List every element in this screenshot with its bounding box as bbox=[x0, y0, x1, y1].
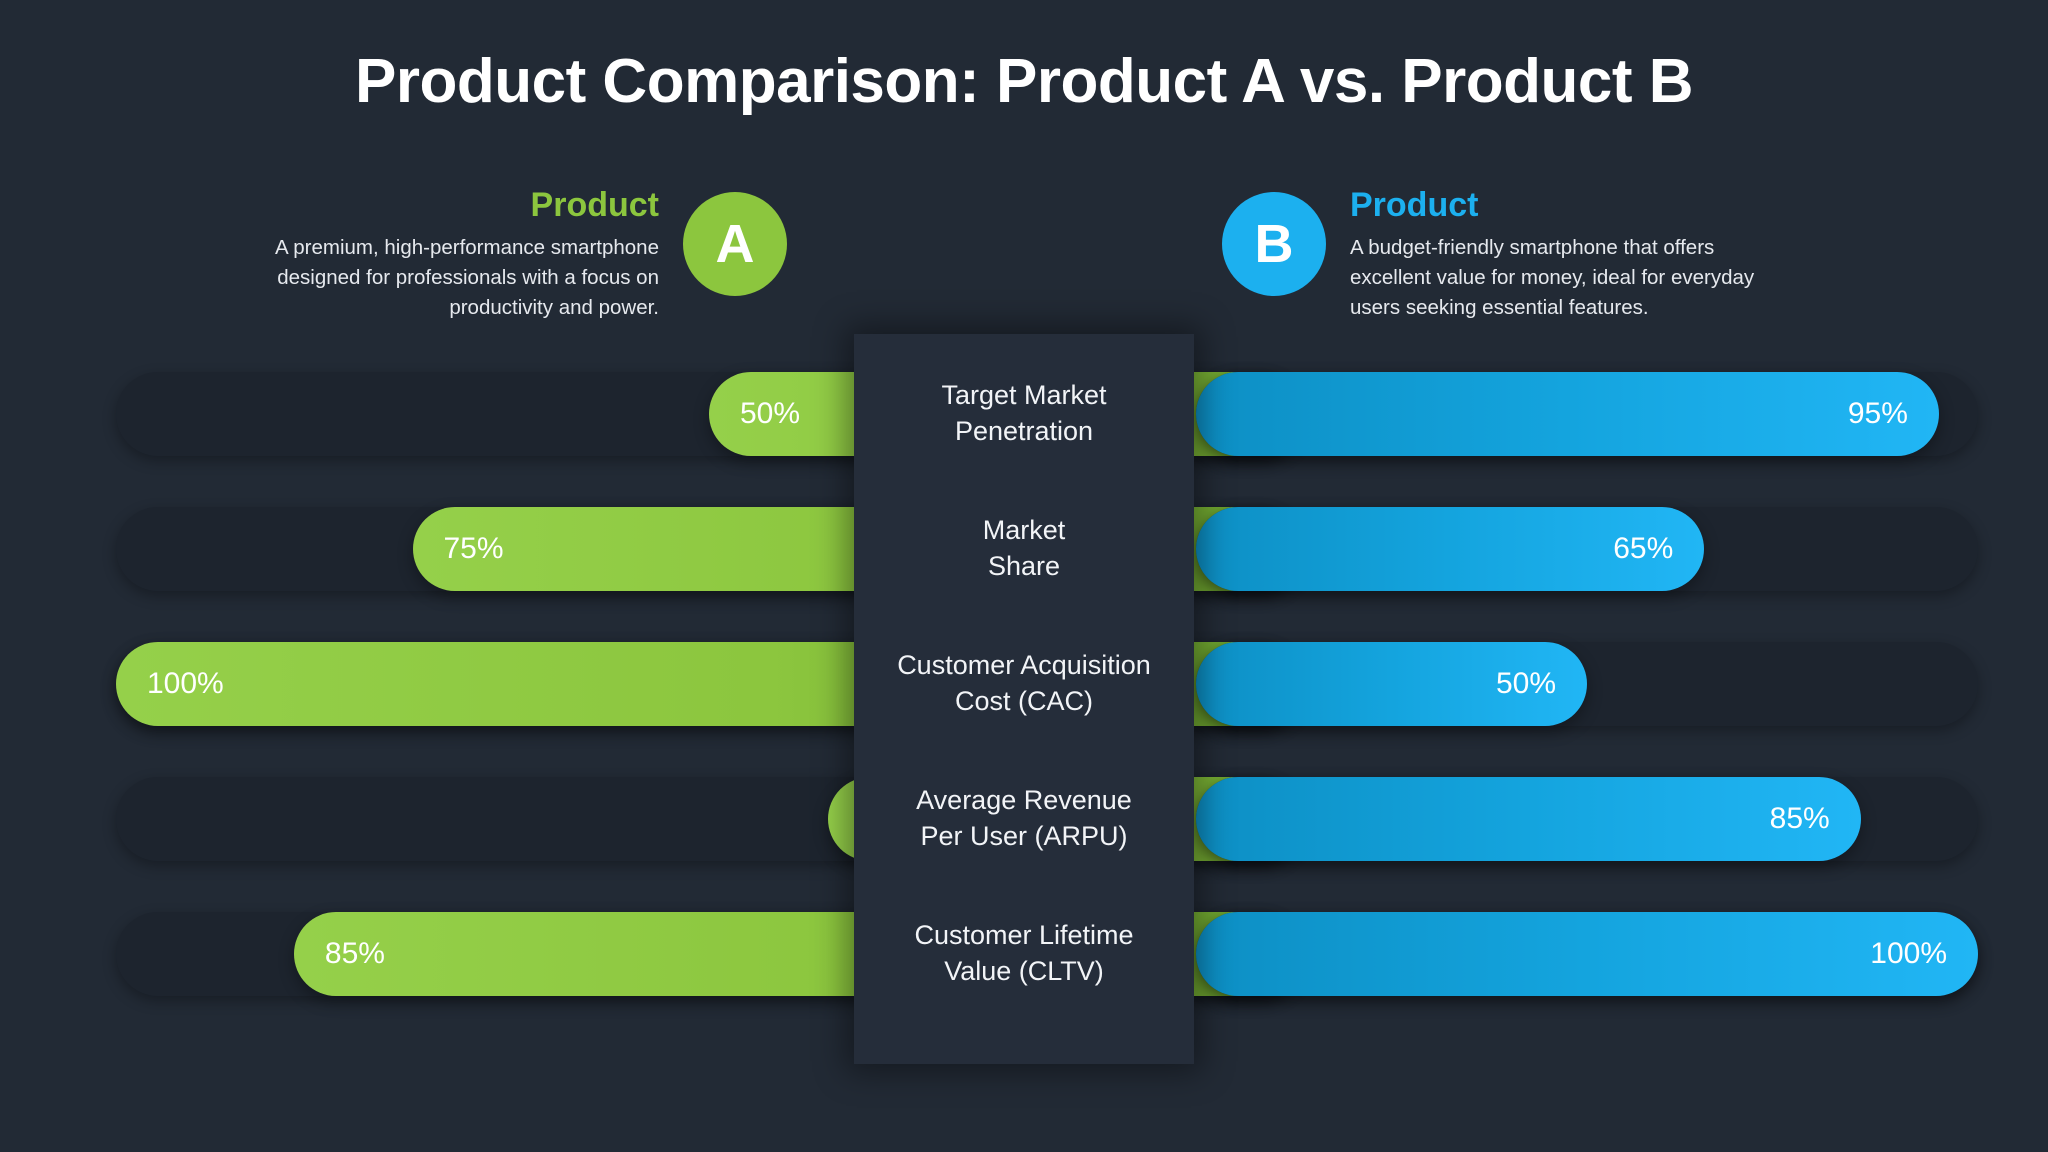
product-a-bar-value: 75% bbox=[443, 532, 504, 565]
product-a-header: Product A premium, high-performance smar… bbox=[262, 186, 787, 323]
product-b-bar-track: 95% bbox=[1196, 372, 1978, 456]
product-b-bar-fill: 65% bbox=[1196, 507, 1705, 591]
metric-label: Target Market Penetration bbox=[941, 380, 1107, 446]
product-b-header: B Product A budget-friendly smartphone t… bbox=[1222, 186, 1782, 323]
metric-label-row: Target Market Penetration bbox=[854, 372, 1194, 456]
product-b-bar-fill: 95% bbox=[1196, 372, 1939, 456]
metric-label-row: Customer Lifetime Value (CLTV) bbox=[854, 912, 1194, 996]
product-b-bar-fill: 50% bbox=[1196, 642, 1587, 726]
product-a-bar-value: 50% bbox=[740, 397, 801, 430]
product-b-bar-value: 95% bbox=[1847, 397, 1908, 430]
product-b-bar-track: 50% bbox=[1196, 642, 1978, 726]
product-b-bar-track: 85% bbox=[1196, 777, 1978, 861]
product-a-bar-value: 85% bbox=[324, 937, 385, 970]
metric-label-row: Average Revenue Per User (ARPU) bbox=[854, 777, 1194, 861]
product-a-label: Product bbox=[530, 186, 659, 224]
product-b-description: A budget-friendly smartphone that offers… bbox=[1350, 235, 1755, 319]
center-metric-panel bbox=[854, 334, 1194, 1064]
product-b-bar-value: 85% bbox=[1769, 802, 1830, 835]
metric-label: Average Revenue Per User (ARPU) bbox=[916, 785, 1132, 851]
product-b-header-text: Product A budget-friendly smartphone tha… bbox=[1350, 186, 1782, 323]
product-a-description: A premium, high-performance smartphone d… bbox=[275, 235, 659, 319]
metric-label-column: Target Market Penetration Market Share Cus… bbox=[854, 372, 1194, 1047]
product-b-badge: B bbox=[1222, 192, 1326, 296]
metric-label: Customer Acquisition Cost (CAC) bbox=[897, 650, 1151, 716]
product-b-bar-fill: 100% bbox=[1196, 912, 1978, 996]
product-b-bar-track: 100% bbox=[1196, 912, 1978, 996]
metric-label-row: Market Share bbox=[854, 507, 1194, 591]
product-a-header-text: Product A premium, high-performance smar… bbox=[262, 186, 659, 323]
metric-label-row: Customer Acquisition Cost (CAC) bbox=[854, 642, 1194, 726]
product-b-bar-value: 65% bbox=[1613, 532, 1674, 565]
page-title: Product Comparison: Product A vs. Produc… bbox=[354, 47, 1694, 116]
product-b-bar-value: 100% bbox=[1870, 937, 1947, 970]
product-b-bar-value: 50% bbox=[1495, 667, 1556, 700]
product-a-bar-value: 100% bbox=[147, 667, 224, 700]
metric-label: Market Share bbox=[982, 515, 1066, 581]
metric-label: Customer Lifetime Value (CLTV) bbox=[914, 920, 1134, 986]
product-b-label: Product bbox=[1350, 186, 1479, 224]
product-b-bar-fill: 85% bbox=[1196, 777, 1861, 861]
product-b-bar-track: 65% bbox=[1196, 507, 1978, 591]
product-a-badge: A bbox=[683, 192, 787, 296]
